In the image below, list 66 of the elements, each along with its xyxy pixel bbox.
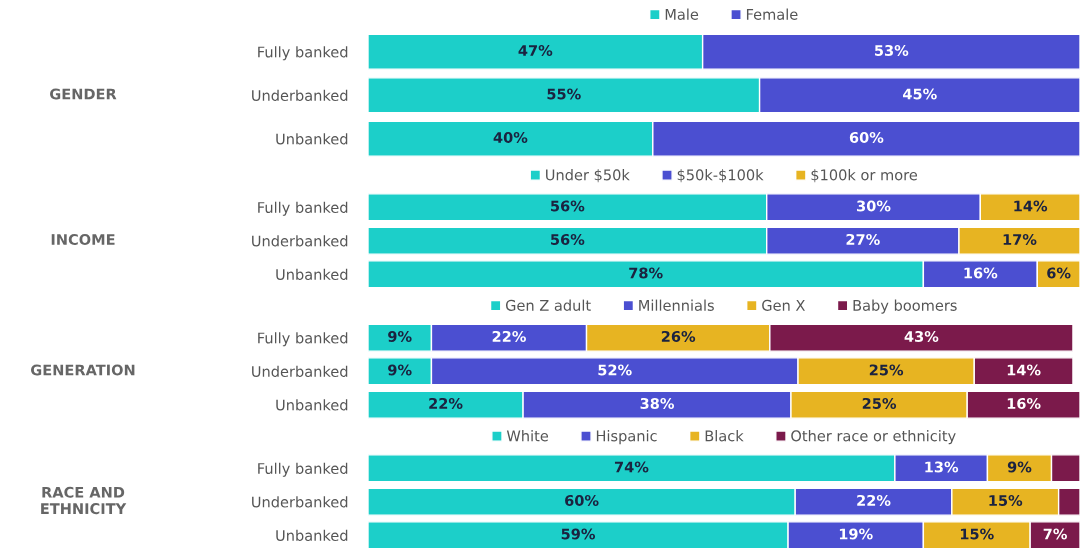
y-tick-label: Unbanked bbox=[276, 529, 348, 541]
data-label: 56% bbox=[551, 233, 585, 245]
data-label: 22% bbox=[492, 330, 526, 342]
data-label: 25% bbox=[869, 364, 904, 376]
legend-label: Female bbox=[746, 8, 798, 20]
legend-label: Gen X bbox=[762, 299, 805, 311]
data-label: 26% bbox=[661, 330, 696, 342]
data-label: 22% bbox=[429, 397, 463, 409]
data-label: 6% bbox=[1047, 267, 1071, 279]
data-label: 78% bbox=[629, 267, 663, 279]
y-tick-label: Fully banked bbox=[258, 462, 348, 477]
data-label: 40% bbox=[493, 131, 528, 143]
y-axis-title: RACE AND ETHNICITY bbox=[41, 486, 127, 515]
data-label: 22% bbox=[857, 494, 891, 506]
data-label: 16% bbox=[1007, 397, 1041, 409]
data-label: 45% bbox=[903, 88, 937, 100]
legend-label: Other race or ethnicity bbox=[791, 430, 956, 445]
data-label: 9% bbox=[388, 364, 412, 376]
data-label: 9% bbox=[1007, 461, 1032, 473]
y-axis-title: GENERATION bbox=[31, 364, 135, 376]
data-label: 60% bbox=[565, 494, 599, 506]
data-label: 7% bbox=[1043, 528, 1067, 540]
data-label: 30% bbox=[857, 200, 891, 212]
data-label: 60% bbox=[849, 131, 884, 143]
data-label: 53% bbox=[874, 44, 909, 56]
data-label: 52% bbox=[598, 364, 632, 376]
data-label: 14% bbox=[1014, 200, 1048, 212]
y-tick-label: Underbanked bbox=[252, 235, 348, 247]
data-label: 74% bbox=[614, 461, 649, 473]
y-tick-label: Unbanked bbox=[276, 399, 348, 411]
legend-label: Black bbox=[705, 430, 744, 442]
y-tick-label: Fully banked bbox=[258, 201, 348, 216]
data-label: 15% bbox=[989, 494, 1023, 506]
y-tick-label: Fully banked bbox=[258, 46, 348, 61]
data-label: 47% bbox=[518, 44, 553, 56]
data-label: 9% bbox=[388, 330, 412, 342]
data-label: 17% bbox=[1003, 233, 1037, 245]
data-label: 27% bbox=[846, 233, 880, 245]
data-label: 13% bbox=[925, 461, 959, 473]
data-label: 14% bbox=[1007, 364, 1041, 376]
y-axis-title: INCOME bbox=[51, 233, 115, 245]
data-label: 38% bbox=[640, 397, 675, 409]
data-label: 19% bbox=[839, 528, 873, 540]
data-label: 56% bbox=[551, 200, 585, 212]
y-tick-label: Underbanked bbox=[252, 496, 348, 508]
legend-label: Hispanic bbox=[596, 430, 657, 445]
data-label: 43% bbox=[904, 330, 939, 342]
legend-label: $100k or more bbox=[811, 169, 918, 183]
y-tick-label: Underbanked bbox=[252, 89, 348, 101]
y-tick-label: Unbanked bbox=[276, 133, 348, 145]
legend-label: Baby boomers bbox=[853, 299, 957, 314]
legend-label: Gen Z adult bbox=[505, 299, 591, 311]
y-axis-title: GENDER bbox=[50, 88, 117, 100]
legend-label: White bbox=[506, 430, 549, 442]
legend-label: $50k-$100k bbox=[677, 169, 764, 183]
data-label: 16% bbox=[964, 267, 998, 279]
data-label: 25% bbox=[862, 397, 897, 409]
legend-label: Millennials bbox=[639, 299, 714, 311]
legend-label: Under $50k bbox=[546, 169, 630, 183]
data-label: 59% bbox=[561, 528, 596, 540]
y-tick-label: Fully banked bbox=[258, 332, 348, 347]
data-label: 15% bbox=[960, 528, 994, 540]
data-label: 55% bbox=[547, 88, 581, 100]
legend-label: Male bbox=[665, 8, 699, 20]
y-tick-label: Underbanked bbox=[252, 365, 348, 377]
y-tick-label: Unbanked bbox=[276, 268, 348, 280]
